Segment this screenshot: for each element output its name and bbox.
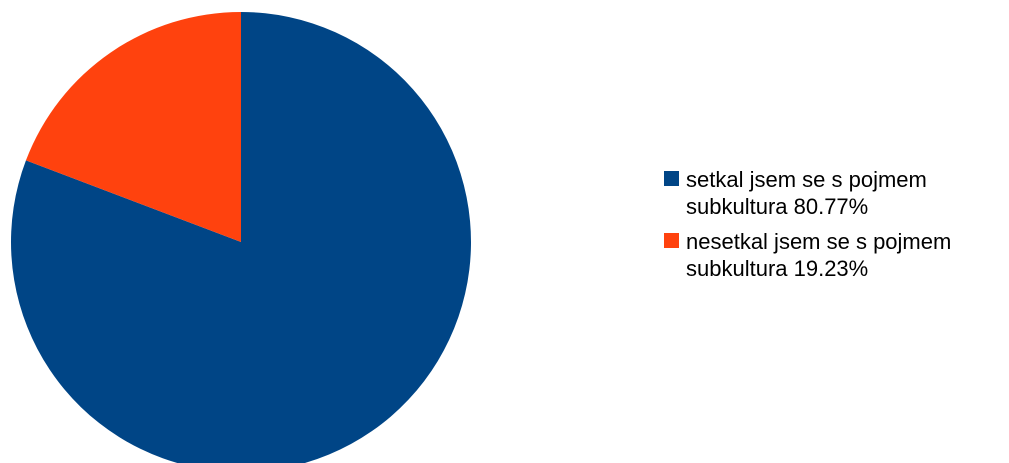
legend-label-setkal: setkal jsem se s pojmem subkultura 80.77…	[686, 167, 927, 219]
pie-plot	[11, 12, 471, 463]
legend-item-nesetkal: nesetkal jsem se s pojmem subkultura 19.…	[664, 228, 1004, 282]
legend-swatch-nesetkal	[664, 233, 679, 248]
legend-label-nesetkal: nesetkal jsem se s pojmem subkultura 19.…	[686, 229, 952, 281]
legend-swatch-setkal	[664, 171, 679, 186]
legend-item-setkal: setkal jsem se s pojmem subkultura 80.77…	[664, 166, 1004, 220]
pie-slice-setkal	[11, 12, 471, 463]
chart-legend: setkal jsem se s pojmem subkultura 80.77…	[664, 166, 1004, 290]
pie-slice-nesetkal	[25, 12, 241, 242]
